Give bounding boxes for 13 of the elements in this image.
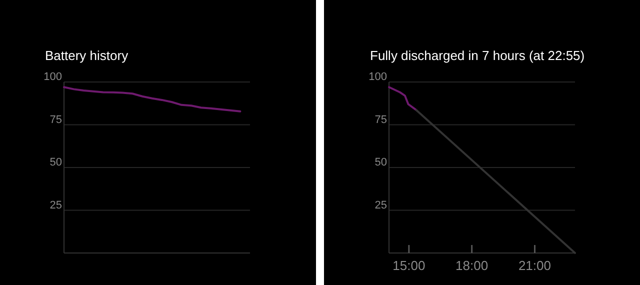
x-tick-label: 15:00 [392,258,426,273]
y-tick-label: 25 [374,199,387,212]
chart-title: Battery history [45,48,129,63]
y-tick-label: 75 [374,114,387,126]
chart-title: Fully discharged in 7 hours (at 22:55) [370,48,585,63]
y-tick-label: 100 [44,71,62,83]
y-tick-label: 50 [50,156,62,168]
y-tick-label: 50 [374,156,387,168]
y-tick-label: 25 [50,199,62,212]
x-tick-label: 21:00 [518,258,552,273]
y-tick-label: 75 [50,114,62,126]
x-tick-label: 18:00 [456,258,488,273]
y-tick-label: 100 [368,71,387,83]
